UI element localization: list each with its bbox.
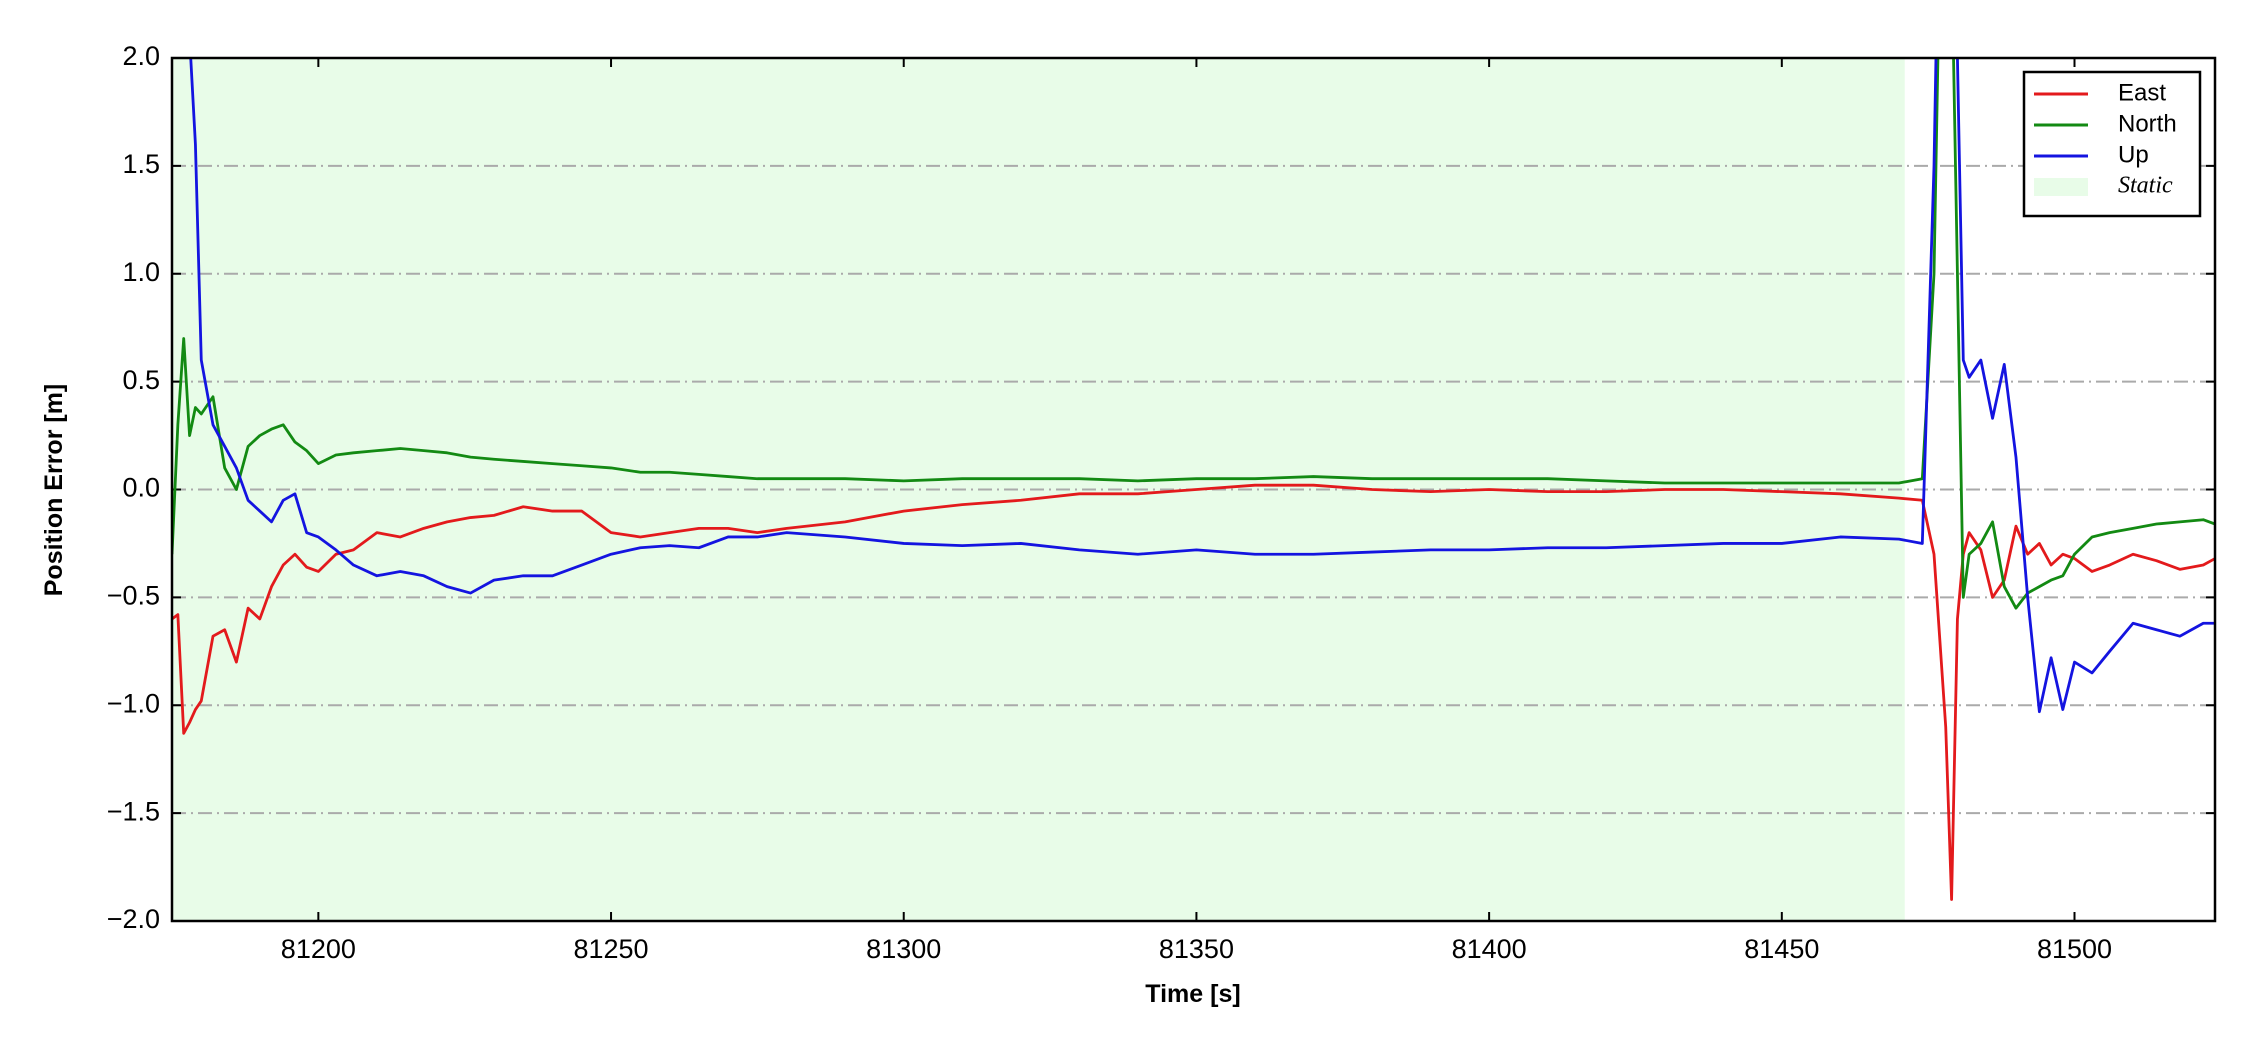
y-tick-label: −2.0 (107, 904, 160, 934)
x-tick-label: 81500 (2037, 934, 2112, 964)
legend-label: North (2118, 110, 2177, 137)
x-tick-label: 81350 (1159, 934, 1234, 964)
y-tick-label: 1.5 (122, 149, 160, 179)
x-tick-label: 81200 (281, 934, 356, 964)
plot-area (172, 58, 2215, 901)
y-axis-label: Position Error [m] (40, 384, 68, 597)
legend-label: East (2118, 79, 2166, 106)
x-tick-label: 81300 (866, 934, 941, 964)
y-tick-label: −1.5 (107, 796, 160, 826)
y-tick-label: 0.5 (122, 365, 160, 395)
y-tick-label: −1.0 (107, 688, 160, 718)
legend-swatch (2034, 178, 2088, 196)
data-line (172, 58, 2215, 610)
legend-label: Up (2118, 141, 2149, 168)
y-tick-label: −0.5 (107, 581, 160, 611)
x-tick-label: 81450 (1744, 934, 1819, 964)
plot-frame (170, 56, 2217, 923)
legend-label: Static (2118, 173, 2173, 199)
data-line (172, 483, 2215, 901)
y-tick-label: 1.0 (122, 257, 160, 287)
data-line (189, 58, 2215, 714)
y-tick-label: 2.0 (122, 41, 160, 71)
x-axis-label: Time [s] (1145, 980, 1240, 1008)
x-tick-label: 81400 (1452, 934, 1527, 964)
y-tick-label: 0.0 (122, 473, 160, 503)
x-tick-label: 81250 (573, 934, 648, 964)
